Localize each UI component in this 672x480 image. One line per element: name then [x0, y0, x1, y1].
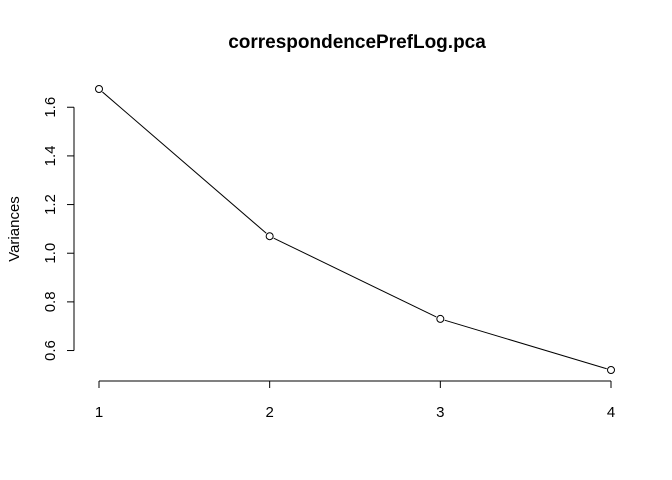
x-tick-label: 4 [607, 404, 615, 421]
x-tick-label: 2 [265, 404, 273, 421]
x-tick-label: 1 [95, 404, 103, 421]
data-point [265, 232, 274, 241]
x-tick-label: 3 [436, 404, 444, 421]
y-tick-label: 0.6 [42, 340, 59, 361]
x-axis: 1 2 3 4 [95, 380, 615, 421]
data-point [95, 85, 103, 93]
y-tick-label: 0.8 [42, 291, 59, 312]
data-point [436, 314, 445, 323]
y-axis: 0.6 0.8 1.0 1.2 1.4 1.6 [42, 97, 75, 361]
y-tick-label: 1.6 [42, 97, 59, 118]
chart-title: correspondencePrefLog.pca [228, 32, 486, 53]
series-variances [95, 85, 615, 374]
series-line-segment [273, 237, 437, 318]
y-axis-label: Variances [6, 196, 23, 262]
y-tick-label: 1.0 [42, 243, 59, 264]
y-tick-label: 1.4 [42, 145, 59, 166]
series-line-segment [444, 319, 607, 370]
y-tick-label: 1.2 [42, 194, 59, 215]
series-line-segment [102, 91, 267, 234]
data-point [607, 366, 615, 374]
